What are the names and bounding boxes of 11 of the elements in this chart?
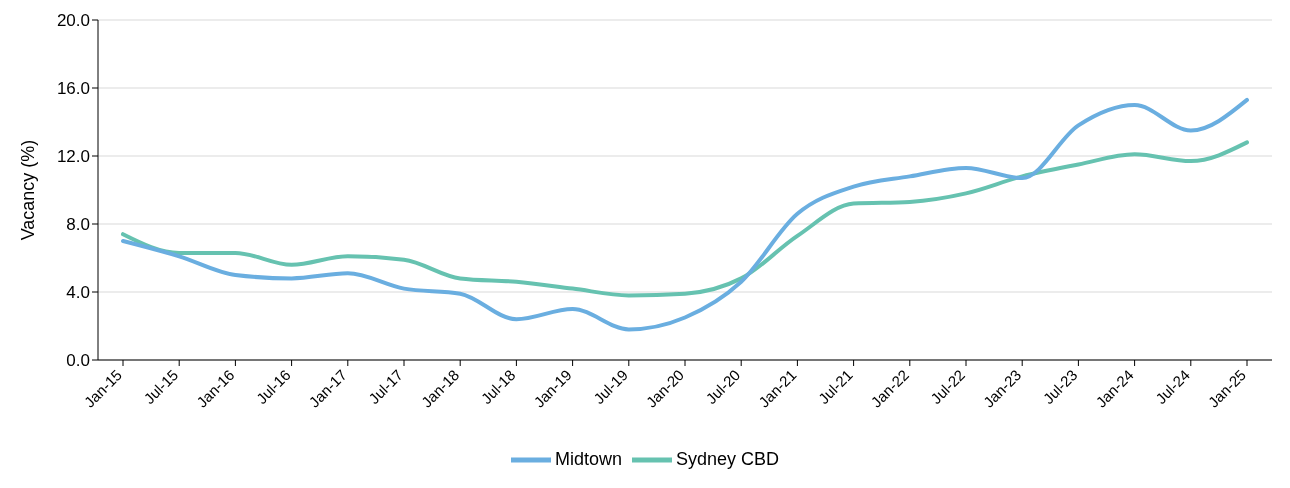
y-tick-label: 16.0 <box>56 79 90 99</box>
y-tick-label: 8.0 <box>66 215 90 235</box>
y-tick-label: 0.0 <box>66 351 90 371</box>
y-tick-label: 4.0 <box>66 283 90 303</box>
line-series <box>121 97 1249 332</box>
y-tick-label: 12.0 <box>56 147 90 167</box>
y-axis-title: Vacancy (%) <box>18 139 39 241</box>
legend-label: Sydney CBD <box>675 448 780 469</box>
line-series <box>121 140 1249 298</box>
legend-label: Midtown <box>554 448 622 469</box>
y-tick-label: 20.0 <box>56 11 90 31</box>
